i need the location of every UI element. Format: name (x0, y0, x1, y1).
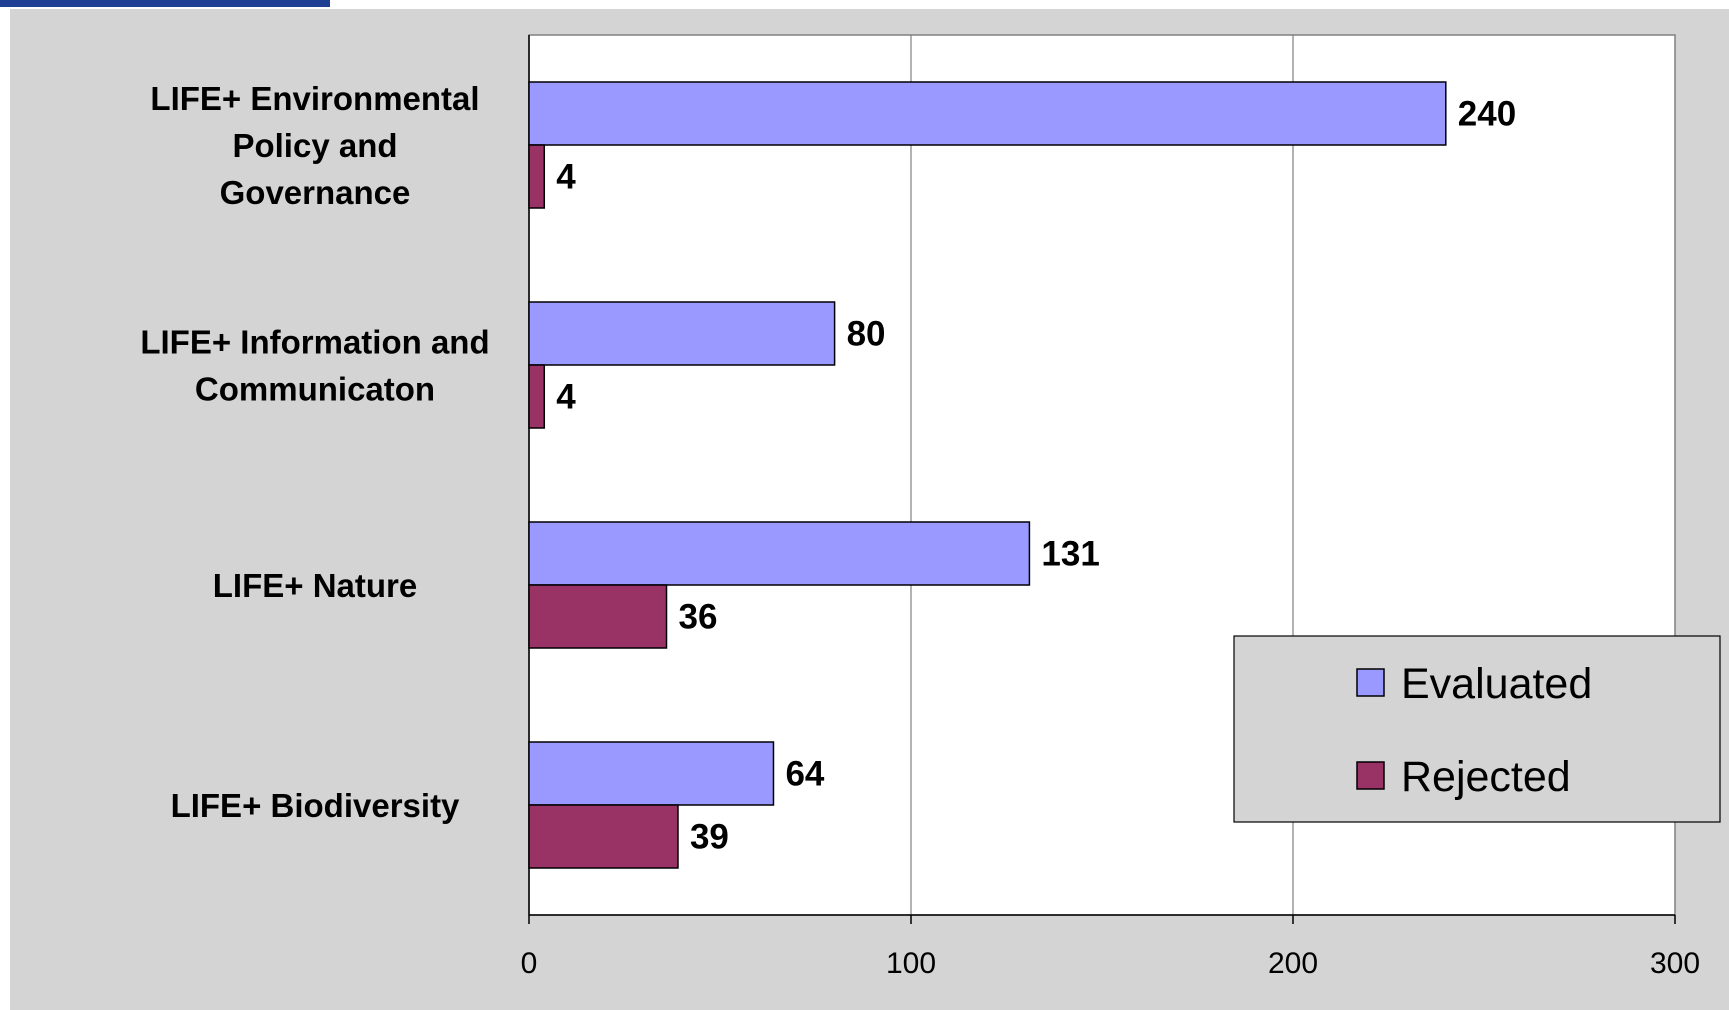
data-label: 39 (690, 818, 729, 857)
legend-swatch-evaluated (1356, 668, 1385, 697)
category-label: Communicaton (195, 371, 435, 408)
bar-evaluated (528, 741, 775, 806)
category-label: LIFE+ Information and (140, 324, 489, 361)
category-label: LIFE+ Environmental (150, 80, 479, 117)
bar-evaluated (528, 81, 1447, 146)
legend-label: Evaluated (1401, 660, 1592, 708)
legend-swatch-rejected (1356, 761, 1385, 790)
category-label: Policy and (232, 127, 397, 164)
data-label: 64 (785, 755, 824, 794)
x-tick-label: 200 (1268, 947, 1318, 980)
bar-rejected (528, 144, 546, 209)
top-accent-bar (0, 0, 330, 7)
data-label: 4 (556, 158, 576, 197)
category-label: LIFE+ Nature (213, 567, 417, 604)
x-tick-label: 100 (886, 947, 936, 980)
bar-evaluated (528, 301, 836, 366)
bar-rejected (528, 804, 679, 869)
data-label: 240 (1458, 95, 1516, 134)
data-label: 131 (1041, 535, 1099, 574)
bar-evaluated (528, 521, 1031, 586)
bar-rejected (528, 364, 546, 429)
legend-label: Rejected (1401, 753, 1571, 801)
x-tick-label: 300 (1650, 947, 1700, 980)
x-tick-label: 0 (521, 947, 538, 980)
bar-rejected (528, 584, 668, 649)
category-label: LIFE+ Biodiversity (171, 787, 460, 824)
data-label: 4 (556, 378, 576, 417)
category-label: Governance (220, 174, 411, 211)
data-label: 80 (847, 315, 886, 354)
legend-box (1233, 635, 1721, 823)
data-label: 36 (679, 598, 718, 637)
